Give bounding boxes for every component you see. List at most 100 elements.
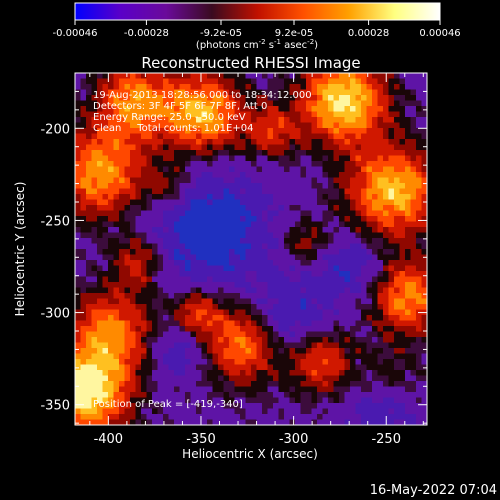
heatmap-cell (163, 133, 169, 140)
annotation-energy-range: Energy Range: 25.0 - 50.0 keV (93, 112, 246, 123)
heatmap-cell (130, 298, 136, 305)
heatmap-cell (245, 260, 252, 266)
heatmap-cell (256, 370, 263, 376)
heatmap-cell (190, 232, 197, 239)
heatmap-cell (185, 117, 191, 123)
heatmap-cell (108, 419, 114, 425)
heatmap-cell (174, 386, 180, 393)
heatmap-cell (212, 359, 219, 365)
heatmap-cell (97, 106, 103, 112)
heatmap-cell (212, 150, 219, 156)
heatmap-cell (344, 282, 351, 288)
heatmap-cell (207, 172, 213, 178)
heatmap-cell (388, 232, 395, 239)
heatmap-cell (80, 227, 87, 233)
heatmap-cell (119, 89, 125, 96)
heatmap-cell (207, 375, 213, 382)
heatmap-cell (377, 315, 384, 321)
heatmap-cell (300, 177, 307, 184)
heatmap-cell (295, 403, 301, 409)
heatmap-cell (355, 254, 362, 261)
heatmap-cell (251, 100, 257, 107)
heatmap-cell (399, 326, 406, 332)
heatmap-cell (366, 183, 373, 189)
heatmap-cell (130, 370, 136, 376)
heatmap-cell (322, 342, 329, 349)
heatmap-cell (75, 139, 81, 145)
heatmap-cell (366, 95, 373, 101)
heatmap-cell (256, 397, 263, 404)
heatmap-cell (86, 408, 92, 415)
heatmap-cell (75, 370, 81, 376)
heatmap-cell (278, 144, 285, 151)
heatmap-cell (328, 166, 334, 173)
heatmap-cell (113, 199, 120, 206)
heatmap-cell (196, 414, 202, 420)
heatmap-cell (141, 392, 147, 398)
heatmap-cell (295, 183, 301, 189)
heatmap-cell (317, 315, 323, 321)
heatmap-cell (141, 106, 147, 112)
heatmap-cell (135, 166, 142, 173)
heatmap-cell (273, 375, 279, 382)
heatmap-cell (405, 232, 411, 239)
heatmap-cell (179, 326, 186, 332)
heatmap-cell (421, 298, 427, 305)
heatmap-cell (366, 155, 373, 162)
heatmap-cell (410, 183, 417, 189)
heatmap-cell (394, 419, 400, 425)
heatmap-cell (322, 205, 329, 211)
heatmap-cell (355, 144, 362, 151)
heatmap-cell (223, 194, 230, 200)
heatmap-cell (152, 232, 158, 239)
heatmap-cell (339, 183, 345, 189)
heatmap-cell (141, 293, 147, 299)
heatmap-cell (86, 326, 92, 332)
heatmap-cell (284, 199, 290, 206)
heatmap-cell (97, 227, 103, 233)
heatmap-cell (289, 370, 296, 376)
heatmap-cell (196, 117, 202, 123)
heatmap-cell (168, 293, 175, 299)
heatmap-cell (421, 408, 427, 415)
heatmap-cell (273, 276, 279, 283)
heatmap-cell (97, 128, 103, 134)
heatmap-cell (284, 227, 290, 233)
heatmap-cell (350, 194, 356, 200)
heatmap-cell (234, 172, 241, 178)
heatmap-cell (135, 73, 142, 79)
heatmap-cell (102, 386, 109, 393)
heatmap-cell (91, 243, 98, 250)
heatmap-cell (256, 254, 263, 261)
heatmap-cell (295, 309, 301, 316)
heatmap-cell (295, 419, 301, 425)
heatmap-cell (328, 276, 334, 283)
heatmap-cell (372, 403, 378, 409)
heatmap-cell (218, 397, 224, 404)
heatmap-cell (256, 161, 263, 167)
heatmap-cell (333, 298, 340, 305)
heatmap-cell (218, 100, 224, 107)
heatmap-cell (102, 397, 109, 404)
heatmap-cell (317, 375, 323, 382)
heatmap-cell (229, 342, 235, 349)
heatmap-cell (311, 106, 318, 112)
heatmap-cell (399, 375, 406, 382)
heatmap-cell (273, 199, 279, 206)
heatmap-cell (146, 221, 153, 228)
heatmap-cell (289, 326, 296, 332)
heatmap-cell (262, 238, 268, 244)
heatmap-cell (168, 337, 175, 343)
heatmap-cell (262, 106, 268, 112)
heatmap-cell (339, 265, 345, 272)
heatmap-cell (168, 133, 175, 140)
heatmap-cell (372, 117, 378, 123)
heatmap-cell (372, 238, 378, 244)
heatmap-cell (317, 144, 323, 151)
heatmap-cell (383, 304, 389, 310)
heatmap-cell (300, 353, 307, 360)
heatmap-cell (146, 315, 153, 321)
heatmap-cell (179, 293, 186, 299)
heatmap-cell (168, 144, 175, 151)
heatmap-cell (366, 133, 373, 140)
